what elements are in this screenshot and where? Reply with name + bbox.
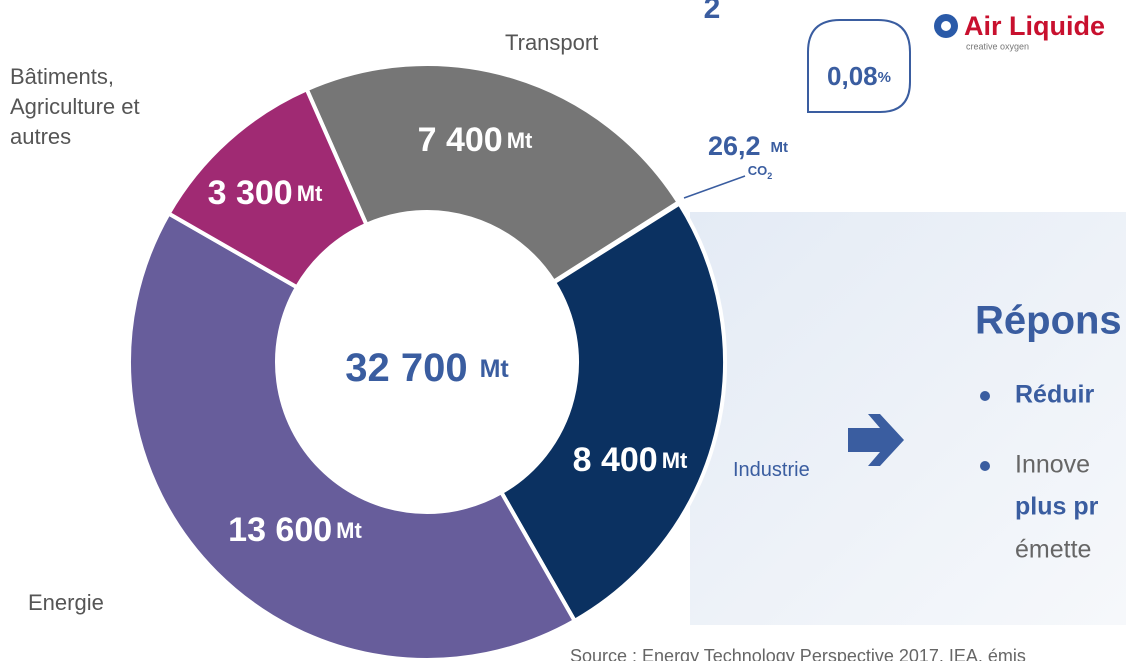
value-number: 26,2 [708,131,761,161]
donut-hole [279,214,575,510]
leader-line [683,175,746,199]
value-unit: Mt [336,518,362,543]
donut-segment [304,62,682,285]
logo-tagline: creative oxygen [966,41,1029,51]
value-number: 3 300 [208,174,293,212]
donut-segment [498,200,727,624]
bullet [980,391,990,401]
source: Source : Energy Technology Perspective 2… [570,646,1026,661]
share-unit: % [878,69,891,86]
value-unit: Mt [507,128,533,153]
co2-label: CO2 [748,163,773,181]
bullet [980,461,990,471]
bullet-text: plus pr [1015,493,1099,521]
title-fragment: 2 [704,0,721,25]
value-label: 3 300 Mt [208,174,323,212]
bullet-text: Réduir [1015,381,1094,409]
value-label: 8 400 Mt [573,441,688,479]
total-label: 32 700 Mt [345,346,509,390]
value-unit: Mt [297,181,323,206]
bullet-text: émette [1015,536,1091,564]
value-label: 13 600 Mt [228,511,362,549]
value-unit: Mt [662,448,688,473]
category-label: Industrie [733,459,810,481]
share-label: 0,08% [827,61,891,91]
donut-segment [165,86,370,290]
co2-text: CO [748,163,768,178]
bullet-text: Innove [1015,451,1090,479]
category-label: Transport [505,30,599,55]
value-number: 7 400 [418,121,503,159]
value-number: 8 400 [573,441,658,479]
arrow [848,414,904,466]
value-label: 26,2 Mt [708,131,788,161]
value-unit: Mt [771,139,789,156]
share-bubble [807,19,911,113]
total-unit: Mt [480,355,510,383]
value-number: 13 600 [228,511,332,549]
panel-bg [690,212,1126,625]
category-label: Bâtiments, Agriculture et autres [10,64,140,149]
share-value: 0,08 [827,61,878,91]
value-label: 7 400 Mt [418,121,533,159]
donut-segment [127,210,578,661]
category-label: Energie [28,590,104,615]
logo-icon-inner [941,21,951,31]
logo-text: Air Liquide [964,11,1105,41]
total-number: 32 700 [345,346,467,390]
donut [127,62,727,661]
panel-heading: Répons [975,299,1122,343]
co2-sub: 2 [767,171,772,181]
